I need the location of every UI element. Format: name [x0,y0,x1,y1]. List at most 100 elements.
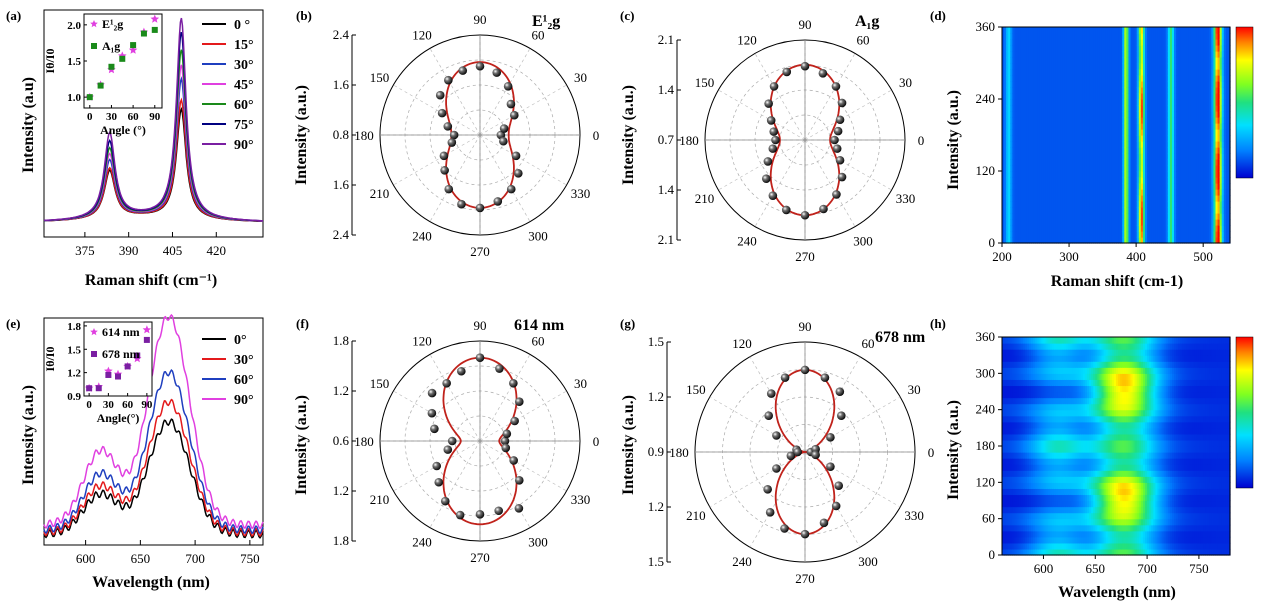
heatmap-cell [1080,33,1084,40]
heatmap-cell [1205,225,1208,232]
heatmap-cell [1002,536,1005,544]
heatmap-cell [1184,171,1188,178]
heatmap-cell [1033,548,1036,556]
heatmap-cell [1012,135,1016,142]
polar-radial-tick-label: 2.4 [333,27,350,42]
heatmap-cell [1026,135,1030,142]
heatmap-cell [1031,439,1034,447]
heatmap-cell [1184,45,1188,52]
heatmap-cell [1194,111,1198,118]
heatmap-cell [1089,159,1092,166]
heatmap-cell [1012,482,1016,489]
heatmap-cell [1045,117,1049,124]
heatmap-cell [1016,439,1020,447]
heatmap-cell [1124,159,1127,166]
polar-angle-label: 120 [412,28,432,43]
heatmap-cell [1018,470,1022,477]
heatmap-cell [1113,195,1117,202]
heatmap-cell [1128,123,1132,130]
heatmap-cell [1057,213,1061,220]
heatmap-cell [1049,81,1053,88]
heatmap-cell [1213,183,1217,190]
heatmap-cell [1024,111,1028,118]
polar-spoke [754,53,806,141]
heatmap-cell [1194,159,1198,166]
heatmap-cell [1068,39,1071,46]
heatmap-cell [1028,536,1032,544]
heatmap-cell [1006,171,1009,178]
heatmap-cell [1033,464,1036,471]
heatmap-cell [1057,93,1061,100]
heatmap-cell [1155,39,1159,46]
heatmap-cell [1012,141,1016,148]
heatmap-cell [1018,409,1022,417]
heatmap-cell [1076,171,1080,178]
heatmap-cell [1194,135,1198,142]
heatmap-cell [1047,159,1051,166]
polar-spoke [429,440,481,528]
heatmap-cell [1031,409,1034,417]
heatmap-cell [1024,147,1028,154]
heatmap-cell [1035,63,1038,70]
heatmap-cell [1169,63,1173,70]
heatmap-cell [1109,165,1113,172]
heatmap-cell [1132,183,1136,190]
heatmap-cell [1200,183,1204,190]
heatmap-cell [1010,391,1013,399]
heatmap-cell [1022,57,1026,64]
heatmap-cell [1215,75,1219,82]
heatmap-cell [1068,195,1071,202]
heatmap-cell [1026,470,1030,477]
heatmap-cell [1116,69,1119,76]
heatmap-cell [1186,213,1190,220]
heatmap-cell [1176,135,1179,142]
heatmap-cell [1043,201,1047,208]
polar-angle-label: 270 [470,244,490,259]
heatmap-cell [1186,51,1190,58]
heatmap-cell [1097,51,1101,58]
heatmap-cell [1124,117,1127,124]
heatmap-cell [1031,512,1034,520]
heatmap-cell [1194,105,1198,112]
heatmap-cell [1004,433,1007,441]
heatmap-cell [1035,231,1038,238]
heatmap-cell [1097,87,1101,94]
heatmap-cell [1006,391,1009,399]
heatmap-cell [1215,153,1219,160]
heatmap-cell [1047,123,1051,130]
x-tick-label: 200 [992,249,1012,264]
heatmap-cell [1006,237,1009,244]
heatmap-cell [1002,506,1005,514]
heatmap-cell [1174,195,1177,202]
heatmap-cell [1198,201,1202,208]
heatmap-cell [1147,69,1150,76]
heatmap-cell [1072,165,1076,172]
heatmap-cell [1026,458,1030,465]
heatmap-cell [1062,45,1065,52]
heatmap-cell [1076,129,1080,136]
heatmap-cell [1223,45,1227,52]
heatmap-cell [1002,470,1005,477]
heatmap-cell [1116,123,1119,130]
heatmap-cell [1006,476,1009,483]
heatmap-cell [1105,153,1109,160]
legend-label-1: 30° [234,353,254,368]
heatmap-cell [1068,141,1071,148]
heatmap-cell [1024,548,1028,556]
heatmap-cell [1012,409,1016,417]
heatmap-cell [1091,105,1094,112]
heatmap-cell [1047,225,1051,232]
polar-radial-tick-label: 1.8 [333,333,349,348]
heatmap-cell [1211,117,1215,124]
heatmap-cell [1074,165,1078,172]
heatmap-cell [1155,75,1159,82]
heatmap-cell [1082,39,1086,46]
heatmap-cell [1028,403,1032,411]
heatmap-cell [1020,63,1024,70]
heatmap-cell [1205,87,1208,94]
heatmap-cell [1178,159,1181,166]
heatmap-cell [1006,51,1009,58]
heatmap-cell [1180,99,1183,106]
heatmap-cell [1132,123,1136,130]
heatmap-cell [1055,81,1059,88]
